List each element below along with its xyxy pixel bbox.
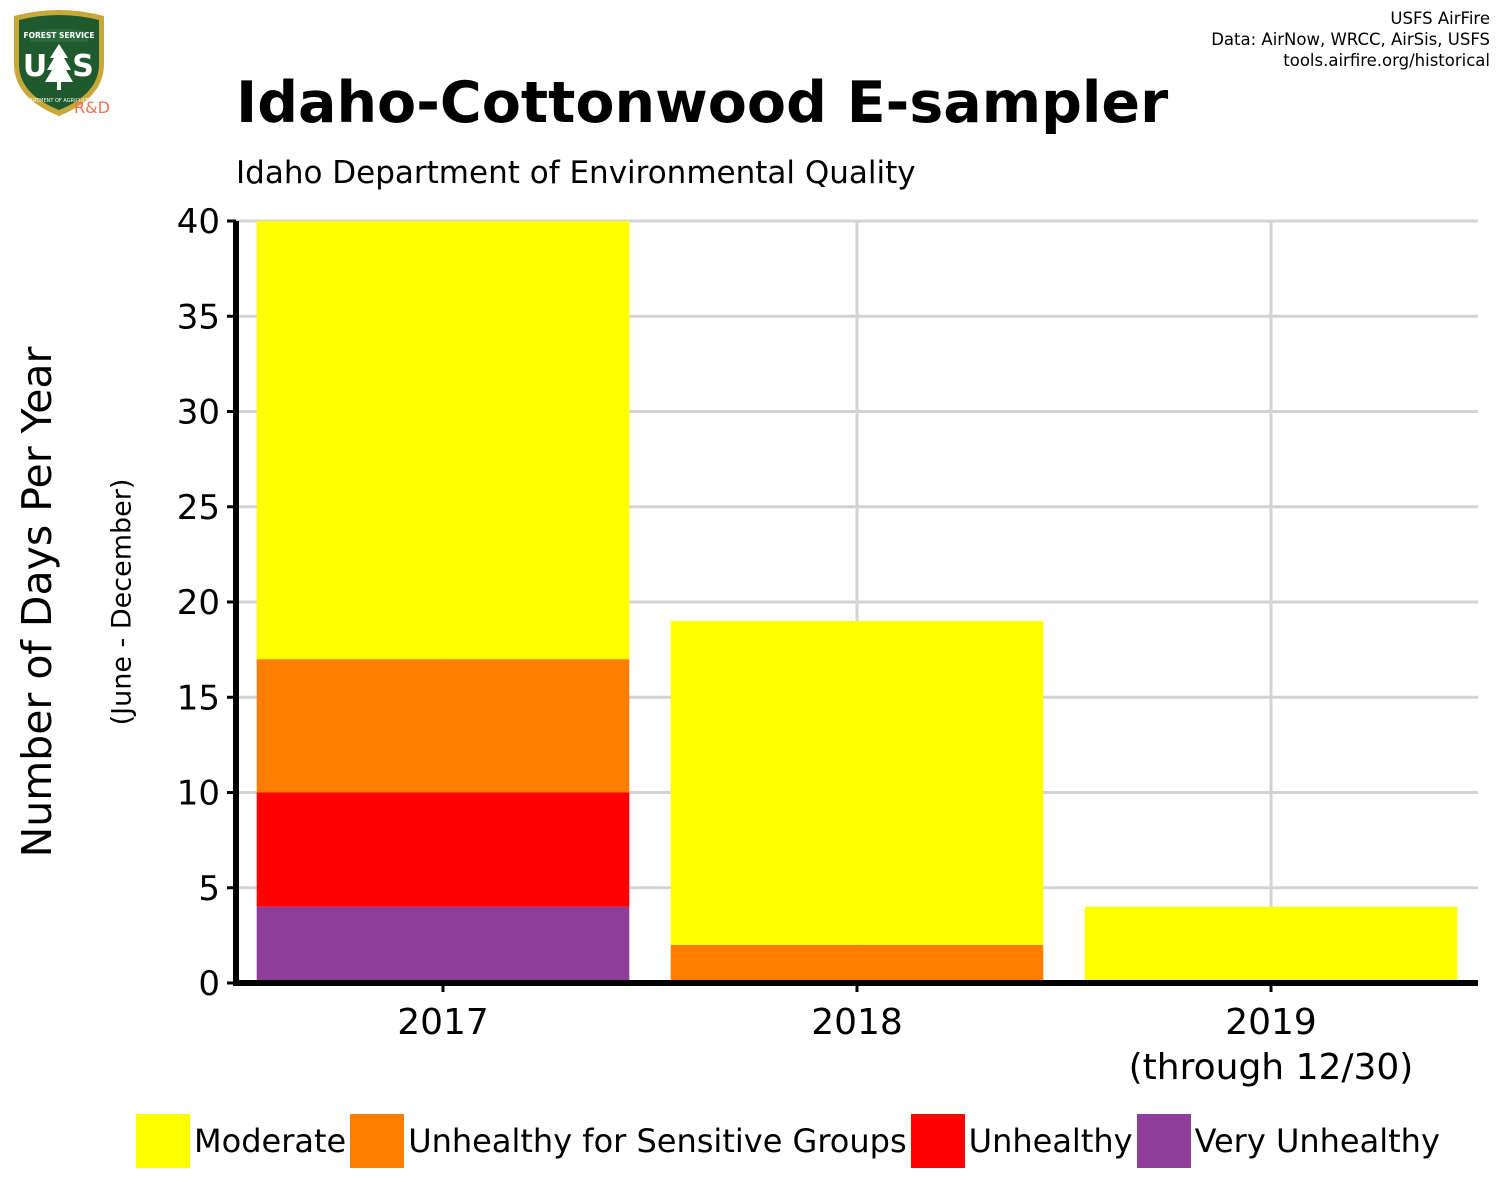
y-tick-label: 0 <box>198 964 220 1004</box>
legend-item: Unhealthy for Sensitive Groups <box>350 1114 910 1168</box>
legend-label: Very Unhealthy <box>1194 1122 1440 1160</box>
y-tick-label: 20 <box>177 583 220 623</box>
bar-segment <box>256 221 630 660</box>
legend-swatch <box>350 1114 405 1168</box>
y-tick-label: 25 <box>177 488 220 528</box>
legend-label: Unhealthy <box>968 1122 1133 1160</box>
bar-segment <box>670 621 1044 945</box>
svg-text:FOREST SERVICE: FOREST SERVICE <box>23 31 94 40</box>
y-tick-label: 30 <box>177 393 220 433</box>
bar-segment <box>256 906 630 983</box>
x-tick-label: (through 12/30) <box>1129 1047 1414 1088</box>
credits-line-2: Data: AirNow, WRCC, AirSis, USFS <box>1211 30 1490 49</box>
svg-text:S: S <box>72 49 94 84</box>
legend-swatch <box>910 1114 965 1168</box>
y-tick-label: 35 <box>177 297 220 337</box>
y-tick-label: 15 <box>177 678 220 718</box>
credits-line-1: USFS AirFire <box>1390 9 1490 28</box>
legend-item: Moderate <box>136 1114 350 1168</box>
legend-swatch <box>136 1114 190 1168</box>
x-tick-label: 2019 <box>1225 1002 1317 1043</box>
chart-title: Idaho-Cottonwood E-sampler <box>236 70 1169 136</box>
x-tick-label: 2018 <box>811 1002 903 1043</box>
legend-item: Very Unhealthy <box>1136 1114 1444 1168</box>
credits-line-3: tools.airfire.org/historical <box>1283 51 1490 70</box>
y-tick-label: 40 <box>177 202 220 242</box>
legend: Moderate Unhealthy for Sensitive Groups Un… <box>136 1113 1444 1169</box>
legend-item: Unhealthy <box>910 1114 1137 1168</box>
credits: USFS AirFire Data: AirNow, WRCC, AirSis,… <box>1211 8 1490 71</box>
chart-subtitle: Idaho Department of Environmental Qualit… <box>236 155 916 191</box>
legend-label: Moderate <box>194 1122 347 1160</box>
rd-label: R&D <box>74 98 110 117</box>
x-tick-label: 2017 <box>397 1002 489 1043</box>
bar-segment <box>256 792 630 907</box>
svg-text:DEPARTMENT OF AGRICULTURE: DEPARTMENT OF AGRICULTURE <box>20 98 98 104</box>
y-tick-label: 5 <box>198 869 220 909</box>
bar-segment <box>670 944 1044 983</box>
y-tick-label: 10 <box>177 774 220 814</box>
svg-text:U: U <box>23 49 47 84</box>
legend-swatch <box>1136 1114 1191 1168</box>
bar-segment <box>1084 906 1458 983</box>
usfs-shield-logo: FOREST SERVICE U S DEPARTMENT OF AGRICUL… <box>14 10 104 116</box>
legend-label: Unhealthy for Sensitive Groups <box>408 1122 907 1160</box>
bar-segment <box>256 659 630 793</box>
